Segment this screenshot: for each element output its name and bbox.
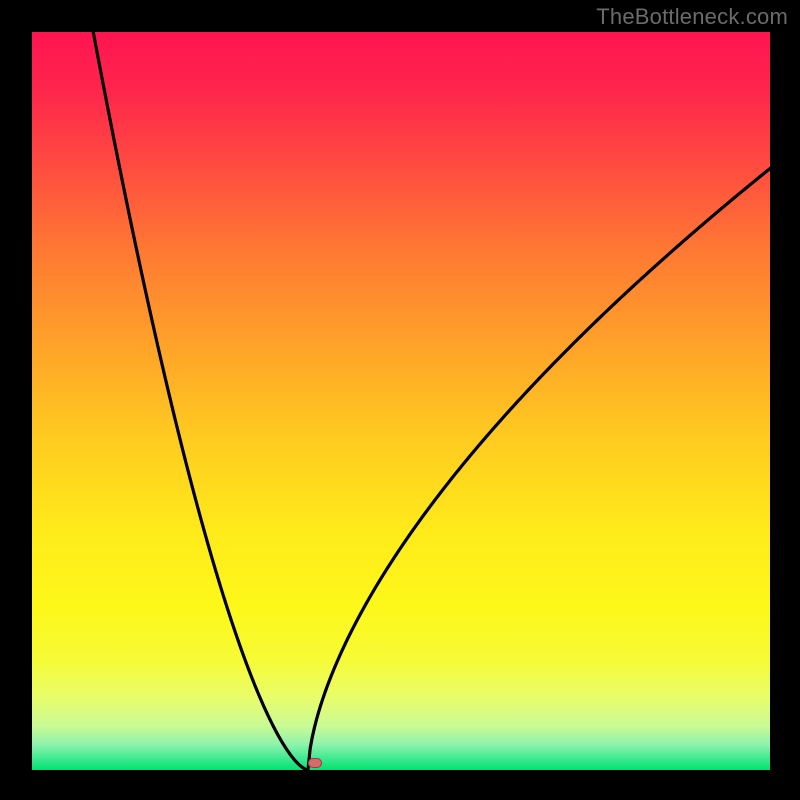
bottleneck-chart [32,32,770,770]
watermark-text: TheBottleneck.com [596,4,788,30]
heat-gradient-background [32,32,770,770]
